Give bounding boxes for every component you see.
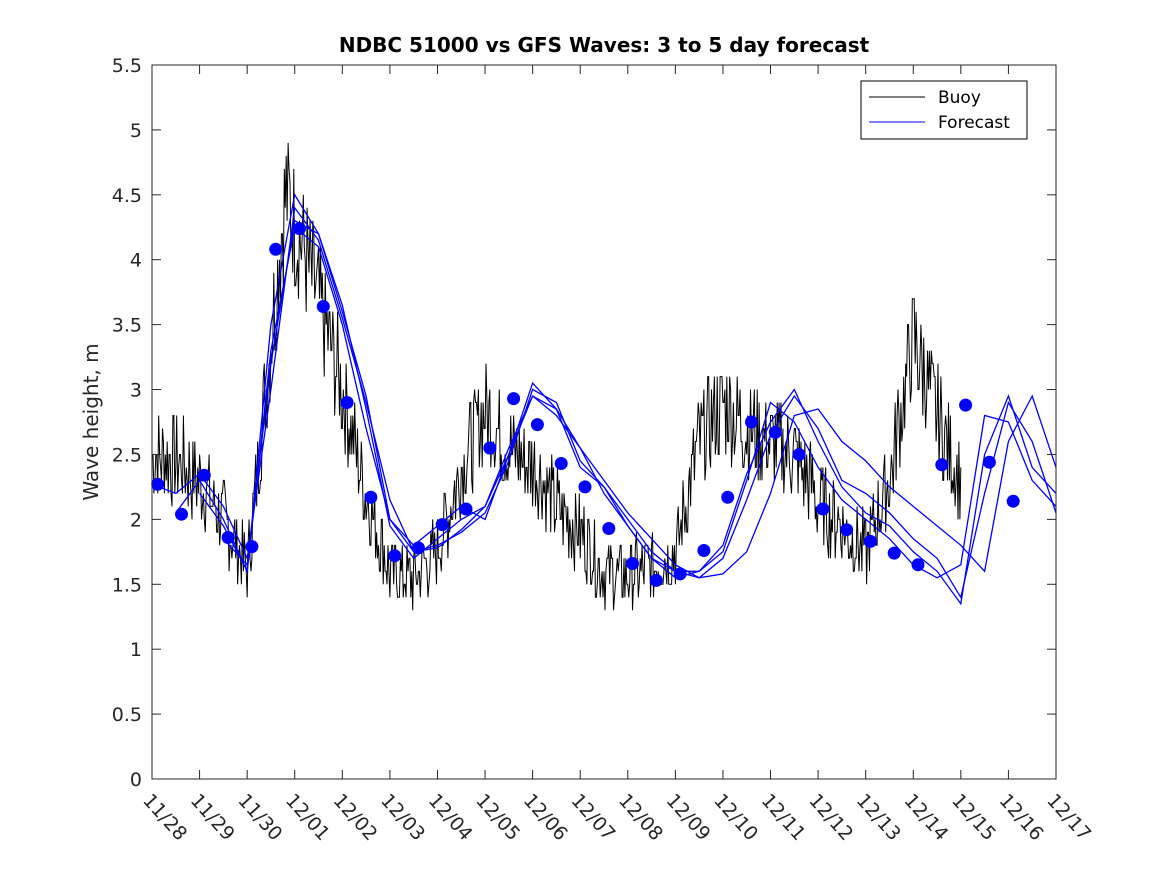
y-axis-label: Wave height, m [79,343,103,500]
forecast-series-line-1 [151,206,1057,579]
forecast-marker [697,544,711,557]
y-tick-label: 1.5 [112,574,142,596]
chart-title: NDBC 51000 vs GFS Waves: 3 to 5 day fore… [339,33,870,57]
y-tick-label: 2.5 [112,444,142,466]
y-tick-label: 0.5 [112,704,142,726]
forecast-marker [816,502,830,516]
forecast-marker [269,242,283,256]
forecast-marker [221,531,235,544]
forecast-marker [935,458,949,472]
y-tick-label: 5 [130,120,142,142]
forecast-marker [721,490,735,504]
forecast-marker [459,502,473,516]
forecast-marker [197,468,211,482]
forecast-marker [175,507,188,521]
y-tick-label: 2 [130,509,142,531]
y-tick-label: 4 [130,250,142,272]
forecast-marker [388,549,402,563]
y-tick-label: 0 [130,769,142,791]
y-tick-label: 1 [130,639,142,661]
forecast-marker [602,522,616,535]
forecast-marker [411,541,425,555]
forecast-marker [887,546,901,560]
plot-background [152,65,1056,779]
forecast-marker [982,455,996,469]
forecast-marker [364,490,378,504]
forecast-marker [151,477,165,491]
y-tick-label: 4.5 [112,185,142,207]
legend-forecast-label: Forecast [938,113,1010,133]
axes-frame [151,64,1057,780]
forecast-marker [507,392,521,406]
forecast-marker [554,457,568,470]
buoy-series-line [152,142,962,611]
forecast-marker [840,523,854,537]
forecast-marker [578,480,592,494]
plot-area [151,65,1057,779]
forecast-marker [435,518,449,532]
forecast-marker [245,540,259,554]
legend: Buoy Forecast [860,80,1028,140]
forecast-marker [863,534,877,548]
forecast-marker [626,557,639,570]
forecast-marker [483,441,497,455]
forecast-marker [745,415,758,429]
y-tick-label: 5.5 [112,55,142,77]
forecast-marker [649,573,663,587]
forecast-marker [792,448,806,461]
forecast-marker [673,567,687,581]
legend-box [860,80,1028,140]
legend-buoy-label: Buoy [938,88,981,108]
forecast-marker [293,222,306,236]
forecast-marker [316,300,330,313]
y-tick-label: 3 [130,380,142,402]
forecast-marker [530,418,544,432]
forecast-marker [911,558,925,572]
forecast-series-line-2 [175,226,1057,600]
forecast-marker [959,398,973,412]
forecast-marker [768,425,782,439]
forecast-series-line-3 [199,193,1057,606]
y-tick-label: 3.5 [112,315,142,337]
forecast-marker [340,396,354,409]
forecast-marker [1006,494,1020,508]
